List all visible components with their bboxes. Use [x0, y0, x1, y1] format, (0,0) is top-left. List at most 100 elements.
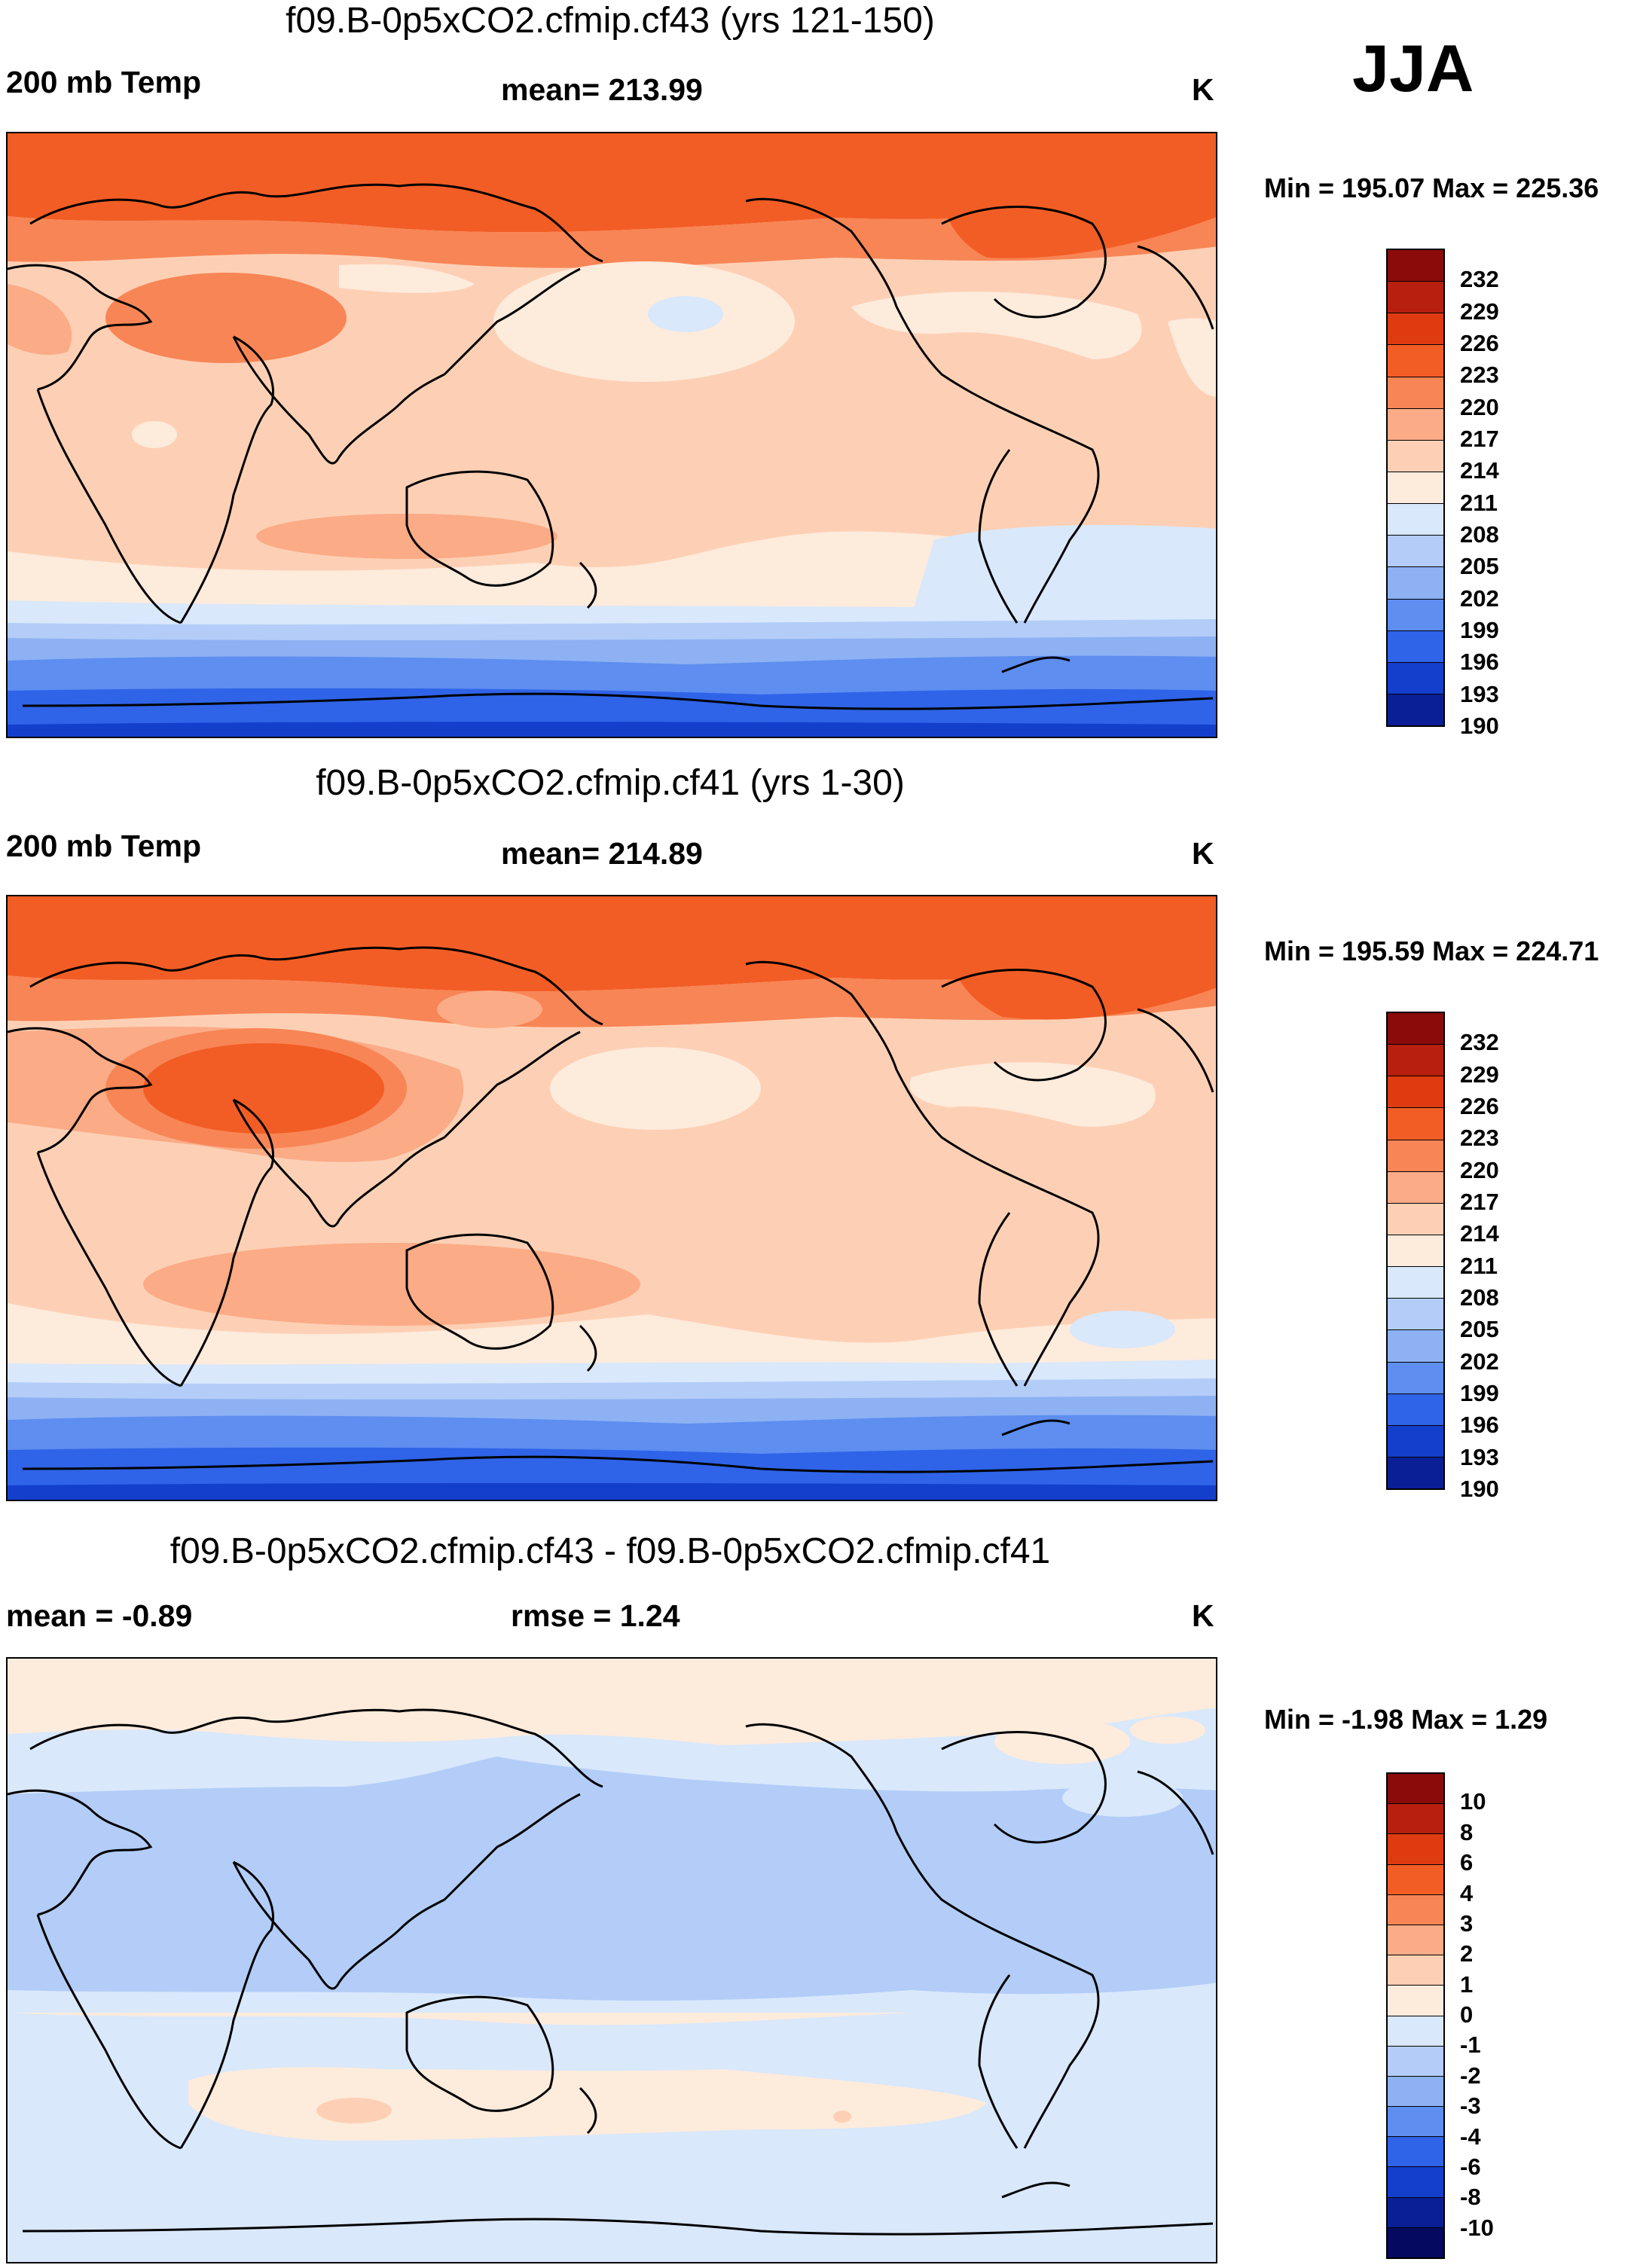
colorbar-box	[1388, 1267, 1443, 1299]
colorbar-box	[1388, 1834, 1443, 1865]
panel2-contour-field	[8, 896, 1216, 1500]
colorbar-tick-label: 8	[1460, 1818, 1474, 1845]
panel3-colorbar	[1386, 1772, 1445, 2259]
panel2-variable-label: 200 mb Temp	[6, 829, 201, 863]
panel1-contour-field	[8, 133, 1216, 737]
colorbar-box	[1388, 313, 1443, 346]
colorbar-tick-label: -3	[1460, 2092, 1481, 2120]
panel2-mean-label: mean= 214.89	[501, 836, 703, 871]
colorbar-box	[1388, 250, 1443, 282]
colorbar-box	[1388, 2046, 1443, 2077]
panel1-colorbar-labels: 232 229 226 223 220 217 214 211 208 205 202 199 196 1…	[1460, 249, 1520, 739]
colorbar-box	[1388, 599, 1443, 631]
colorbar-tick-label: 199	[1460, 1380, 1499, 1406]
colorbar-box	[1388, 2107, 1443, 2138]
colorbar-box	[1388, 472, 1443, 505]
colorbar-box	[1388, 504, 1443, 536]
colorbar-box	[1388, 2076, 1443, 2108]
colorbar-tick-label: 4	[1460, 1879, 1474, 1906]
colorbar-tick-label: 211	[1460, 1252, 1498, 1279]
season-label: JJA	[1352, 31, 1474, 105]
colorbar-box	[1388, 1330, 1443, 1363]
colorbar-box	[1388, 1171, 1443, 1204]
panel2-colorbar	[1386, 1012, 1445, 1490]
colorbar-tick-label: 214	[1460, 457, 1499, 484]
colorbar-tick-label: -2	[1460, 2062, 1481, 2089]
colorbar-box	[1388, 1425, 1443, 1458]
panel2-title: f09.B-0p5xCO2.cfmip.cf41 (yrs 1-30)	[316, 763, 905, 803]
panel3-rmse-label: rmse = 1.24	[511, 1598, 680, 1633]
colorbar-box	[1388, 1299, 1443, 1331]
colorbar-box	[1388, 1393, 1443, 1426]
colorbar-box	[1388, 1013, 1443, 1045]
colorbar-tick-label: 208	[1460, 521, 1499, 548]
colorbar-tick-label: 6	[1460, 1849, 1474, 1876]
colorbar-box	[1388, 1203, 1443, 1235]
colorbar-tick-label: 226	[1460, 330, 1499, 356]
colorbar-tick-label: -4	[1460, 2123, 1481, 2150]
colorbar-box	[1388, 536, 1443, 568]
colorbar-box	[1388, 408, 1443, 441]
colorbar-box	[1388, 440, 1443, 472]
colorbar-tick-label: 217	[1460, 1189, 1499, 1215]
colorbar-tick-label: 193	[1460, 680, 1499, 707]
colorbar-box	[1388, 1108, 1443, 1140]
panel3-minmax: Min = -1.98 Max = 1.29	[1264, 1704, 1548, 1735]
colorbar-tick-label: 2	[1460, 1940, 1474, 1967]
colorbar-tick-label: 205	[1460, 1316, 1499, 1343]
colorbar-box	[1388, 2197, 1443, 2228]
panel2-minmax: Min = 195.59 Max = 224.71	[1264, 936, 1599, 966]
colorbar-box	[1388, 1076, 1443, 1109]
colorbar-box	[1388, 1864, 1443, 1895]
colorbar-box	[1388, 2016, 1443, 2047]
panel2-units-label: K	[1192, 836, 1214, 871]
colorbar-tick-label: 232	[1460, 266, 1499, 293]
colorbar-box	[1388, 1457, 1443, 1489]
panel3-title: f09.B-0p5xCO2.cfmip.cf43 - f09.B-0p5xCO2…	[170, 1531, 1051, 1571]
panel1-variable-label: 200 mb Temp	[6, 65, 201, 99]
colorbar-tick-label: 226	[1460, 1093, 1499, 1119]
panel1-title: f09.B-0p5xCO2.cfmip.cf43 (yrs 121-150)	[286, 1, 935, 41]
colorbar-box	[1388, 1925, 1443, 1956]
panel1-mean-label: mean= 213.99	[501, 72, 703, 107]
colorbar-tick-label: 202	[1460, 585, 1499, 612]
colorbar-tick-label: -6	[1460, 2153, 1481, 2180]
colorbar-box	[1388, 1045, 1443, 1077]
panel2-map	[6, 895, 1217, 1501]
colorbar-box	[1388, 2167, 1443, 2198]
colorbar-box	[1388, 282, 1443, 314]
colorbar-tick-label: 190	[1460, 713, 1499, 739]
colorbar-box	[1388, 1235, 1443, 1268]
colorbar-tick-label: 196	[1460, 649, 1499, 676]
colorbar-tick-label: 205	[1460, 553, 1499, 580]
colorbar-box	[1388, 2137, 1443, 2168]
colorbar-box	[1388, 1894, 1443, 1925]
colorbar-box	[1388, 1140, 1443, 1172]
colorbar-tick-label: 223	[1460, 1125, 1499, 1152]
colorbar-tick-label: 199	[1460, 617, 1499, 643]
colorbar-box	[1388, 567, 1443, 600]
colorbar-tick-label: 1	[1460, 1970, 1474, 1998]
panel3-mean-label: mean = -0.89	[6, 1598, 193, 1633]
colorbar-tick-label: 214	[1460, 1220, 1499, 1247]
colorbar-tick-label: -1	[1460, 2031, 1481, 2059]
colorbar-tick-label: 202	[1460, 1348, 1499, 1375]
colorbar-box	[1388, 1774, 1443, 1805]
colorbar-tick-label: 0	[1460, 2001, 1474, 2028]
colorbar-tick-label: 220	[1460, 1156, 1499, 1183]
colorbar-box	[1388, 630, 1443, 663]
panel1-colorbar	[1386, 249, 1445, 727]
colorbar-tick-label: 217	[1460, 426, 1499, 452]
colorbar-box	[1388, 1804, 1443, 1835]
colorbar-tick-label: 10	[1460, 1788, 1486, 1815]
colorbar-box	[1388, 1986, 1443, 2016]
colorbar-box	[1388, 694, 1443, 726]
colorbar-tick-label: 208	[1460, 1284, 1499, 1311]
colorbar-tick-label: 223	[1460, 362, 1499, 389]
colorbar-box	[1388, 662, 1443, 694]
colorbar-box	[1388, 1955, 1443, 1986]
panel3-contour-field	[8, 1659, 1216, 2262]
panel1-map	[6, 132, 1217, 738]
colorbar-box	[1388, 1362, 1443, 1394]
colorbar-tick-label: -10	[1460, 2214, 1494, 2241]
